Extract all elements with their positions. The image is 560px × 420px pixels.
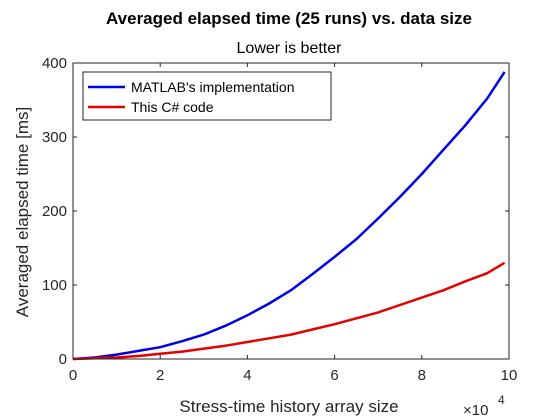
x-multiplier: ×10 4	[463, 393, 505, 419]
x-multiplier-base: ×10	[463, 402, 488, 419]
x-axis-label: Stress-time history array size	[179, 397, 398, 416]
x-tick-label: 6	[330, 367, 338, 384]
x-tick-label: 2	[156, 367, 164, 384]
y-tick-label: 100	[42, 277, 67, 294]
y-tick-label: 400	[42, 55, 67, 72]
legend-entry-matlab: MATLAB's implementation	[131, 79, 294, 95]
legend-box	[82, 71, 332, 121]
y-axis-label: Averaged elapsed time [ms]	[13, 107, 32, 317]
series-layer	[72, 71, 506, 361]
y-tick-label: 300	[42, 129, 67, 146]
y-tick-label: 200	[42, 203, 67, 220]
x-tick-label: 0	[69, 367, 77, 384]
chart-title: Averaged elapsed time (25 runs) vs. data…	[106, 9, 472, 28]
legend: MATLAB's implementation This C# code	[82, 71, 332, 121]
x-tick-label: 4	[243, 367, 251, 384]
y-tick-label: 0	[59, 351, 67, 368]
x-tick-label: 10	[501, 367, 518, 384]
series-line-1	[72, 261, 506, 361]
series-line-0	[72, 71, 506, 361]
x-tick-label: 8	[418, 367, 426, 384]
legend-entry-csharp: This C# code	[131, 99, 214, 115]
x-multiplier-exponent: 4	[498, 393, 505, 407]
chart-subtitle: Lower is better	[237, 40, 343, 57]
